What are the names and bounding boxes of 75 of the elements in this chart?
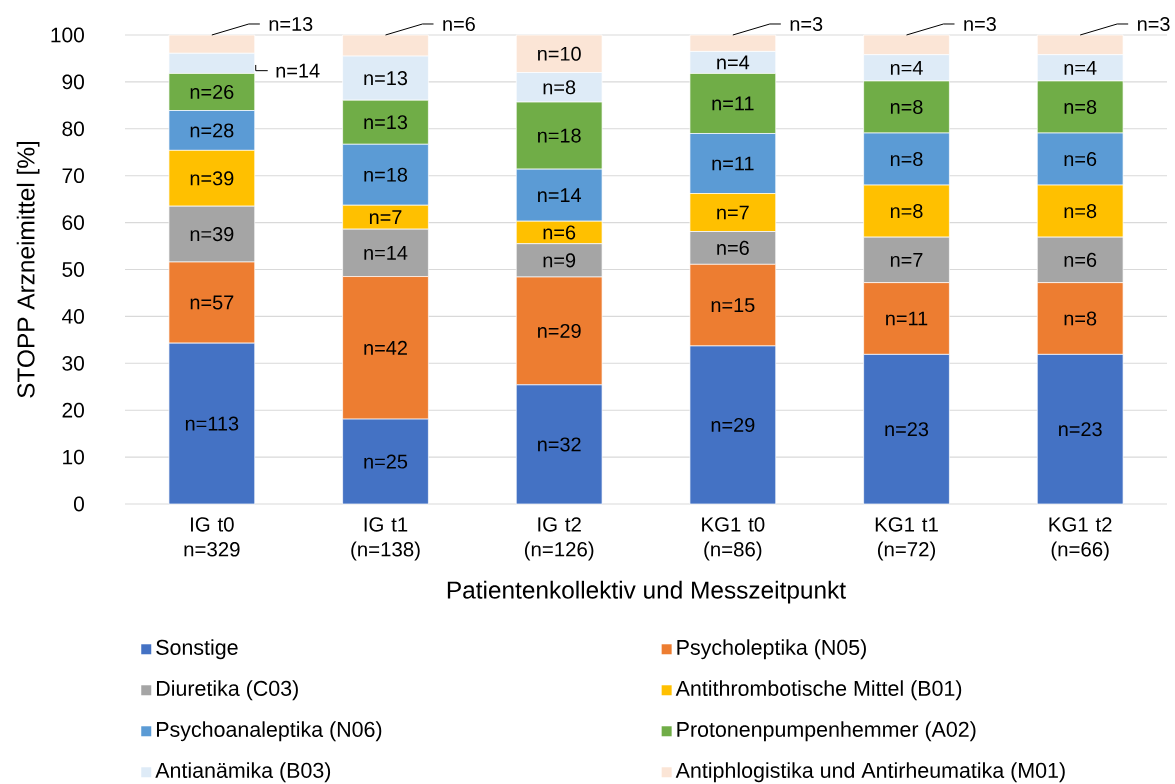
annotation: n=6	[1064, 252, 1097, 267]
x-axis-title: Patientenkollektiv und Messzeitpunkt	[447, 580, 846, 604]
y-tick-label: 30	[62, 355, 84, 371]
annotation: n=8	[1064, 311, 1097, 326]
x-tick-label: IG t2 (n=126)	[524, 517, 594, 561]
annotation: n=11	[712, 96, 754, 111]
y-axis-title: STOPP Arzneimittel [%]	[16, 141, 40, 398]
annotation: n=14	[538, 188, 582, 203]
annotation: n=23	[1059, 422, 1102, 437]
annotation: n=42	[364, 340, 407, 355]
x-tick-label: KG1 t0 (n=86)	[702, 517, 765, 561]
annotation: n=14	[364, 245, 408, 260]
legend-label: Diuretika (C03)	[156, 680, 298, 701]
legend-label: Psycholeptika (N05)	[677, 639, 866, 660]
y-tick-label: 80	[62, 121, 84, 137]
annotation: n=28	[190, 123, 234, 138]
annotation: n=32	[538, 437, 581, 452]
annotation: n=113	[185, 416, 239, 431]
x-tick-label: KG1 t1 (n=72)	[875, 517, 938, 561]
x-tick-label: IG t1 (n=138)	[351, 517, 420, 561]
y-tick-label: 60	[62, 215, 84, 230]
x-tick-label: KG1 t2 (n=66)	[1049, 517, 1112, 561]
annotation: n=7	[717, 205, 749, 220]
x-tick-label: IG t0 n=329	[184, 517, 240, 557]
annotation: n=13	[364, 71, 408, 86]
annotation: n=18	[364, 167, 408, 182]
annotation: n=14	[276, 63, 320, 78]
annotation: n=11	[712, 156, 754, 171]
annotation: n=26	[190, 84, 234, 100]
annotation: n=23	[885, 422, 929, 437]
annotation: n=6	[1064, 152, 1097, 167]
annotation: n=13	[269, 16, 313, 32]
y-tick-label: 40	[62, 308, 84, 324]
annotation: n=8	[1064, 204, 1097, 219]
y-tick-label: 70	[62, 168, 84, 184]
annotation: n=9	[543, 253, 576, 268]
annotation: n=39	[190, 227, 234, 242]
annotation: n=10	[538, 46, 581, 61]
annotation: n=8	[890, 99, 923, 115]
annotation: n=8	[543, 80, 576, 95]
annotation: n=57	[190, 295, 234, 310]
annotation: n=3	[964, 16, 996, 32]
annotation: n=4	[1064, 60, 1097, 75]
y-tick-label: 10	[63, 449, 84, 465]
annotation: n=8	[890, 204, 923, 219]
annotation: n=18	[538, 128, 581, 143]
annotation: n=29	[538, 323, 581, 338]
annotation: n=4	[717, 55, 750, 70]
y-tick-label: 100	[51, 27, 84, 43]
y-tick-label: 20	[62, 402, 84, 418]
annotation: n=8	[1064, 99, 1097, 115]
annotation: n=29	[711, 417, 755, 433]
annotation: n=25	[364, 454, 408, 469]
annotation: n=4	[890, 60, 923, 75]
legend-label: Antianämika (B03)	[155, 762, 331, 783]
annotation: n=7	[369, 210, 402, 225]
annotation: n=13	[364, 115, 408, 130]
legend-label: Protonenpumpenhemmer (A02)	[677, 721, 976, 742]
annotation: n=39	[190, 171, 234, 186]
legend-label: Antiphlogistika und Antirheumatika (M01)	[675, 762, 1065, 783]
annotation: n=15	[711, 298, 755, 313]
annotation: n=6	[443, 16, 475, 32]
legend-label: Psychoanaleptika (N06)	[156, 721, 382, 742]
y-tick-label: 90	[62, 74, 84, 90]
annotation: n=6	[717, 240, 749, 255]
annotation: n=6	[543, 225, 576, 240]
y-tick-label: 0	[73, 496, 84, 512]
annotation: n=8	[890, 152, 923, 167]
y-tick-label: 50	[62, 262, 84, 277]
annotation: n=11	[886, 311, 928, 326]
legend-label: Antithrombotische Mittel (B01)	[675, 680, 962, 701]
annotation: n=3	[1138, 16, 1170, 32]
legend-label: Sonstige	[156, 639, 238, 660]
annotation: n=7	[890, 253, 923, 267]
annotation: n=3	[790, 16, 823, 32]
